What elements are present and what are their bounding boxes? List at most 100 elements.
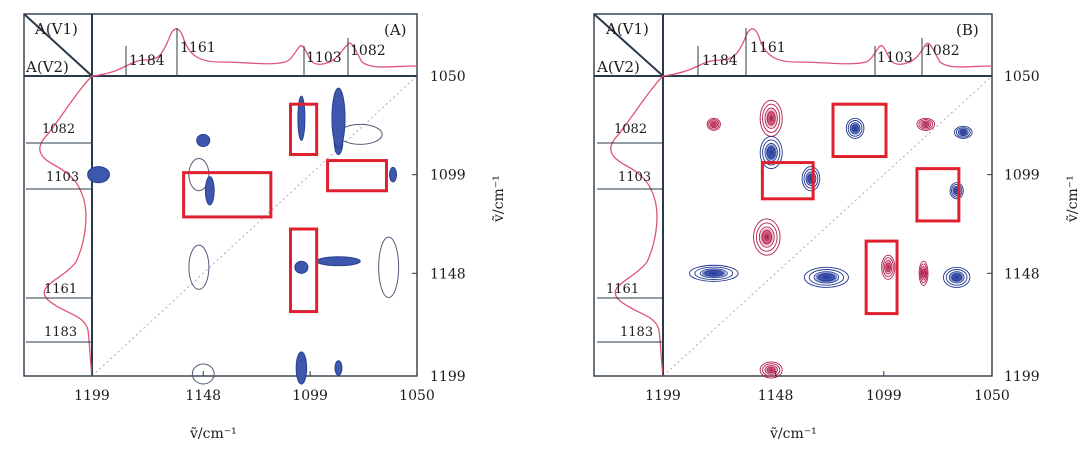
contour-line bbox=[942, 266, 971, 288]
contour-filled bbox=[331, 87, 346, 149]
highlight-box bbox=[831, 102, 888, 159]
contour-line bbox=[188, 244, 210, 290]
left-peak-1082-b: 1082 bbox=[614, 122, 647, 137]
y-tick-label: 1199 bbox=[1004, 369, 1040, 385]
panel-a-ticks: 1199 1148 1099 1050 1050 1099 1148 1199 bbox=[74, 69, 465, 404]
highlight-box bbox=[326, 159, 388, 193]
top-peak-1161-b: 1161 bbox=[750, 40, 786, 56]
cross-peak-positive bbox=[918, 260, 929, 286]
panel-b-frame bbox=[593, 13, 993, 377]
contour-line bbox=[951, 184, 963, 198]
panel-b-corner-top: A(V1) bbox=[605, 20, 649, 38]
diagonal-line bbox=[662, 75, 993, 377]
contour-line bbox=[885, 262, 892, 273]
top-peak-1103-a: 1103 bbox=[306, 50, 342, 66]
cross-peak-positive bbox=[759, 361, 783, 379]
cross-peak-positive bbox=[188, 244, 210, 290]
contour-line bbox=[710, 121, 717, 127]
y-tick-label: 1050 bbox=[1004, 69, 1040, 85]
contour-line bbox=[758, 226, 775, 248]
panel-a-plot bbox=[87, 75, 418, 385]
contour-line bbox=[884, 260, 893, 275]
contour-line bbox=[951, 273, 962, 282]
panel-b-highlight-boxes bbox=[760, 102, 961, 316]
contour-line bbox=[916, 117, 936, 131]
cross-peak-negative bbox=[689, 264, 739, 282]
contour-filled bbox=[87, 166, 110, 184]
contour-line bbox=[753, 218, 781, 256]
cross-peak-positive bbox=[706, 117, 721, 131]
contour-filled bbox=[334, 360, 343, 376]
x-tick-label: 1199 bbox=[645, 388, 681, 404]
left-peak-1161-a: 1161 bbox=[44, 282, 77, 297]
y-tick-label: 1199 bbox=[430, 369, 466, 385]
cross-peak-negative bbox=[316, 256, 361, 267]
y-tick-label: 1099 bbox=[430, 168, 466, 184]
contour-filled bbox=[204, 176, 215, 206]
highlight-box bbox=[288, 102, 319, 157]
y-tick-label: 1148 bbox=[430, 266, 466, 282]
highlight-box bbox=[288, 227, 319, 314]
x-tick-label: 1199 bbox=[74, 388, 110, 404]
contour-line bbox=[708, 119, 720, 130]
top-peak-1184-b: 1184 bbox=[702, 53, 738, 69]
contour-line bbox=[762, 103, 781, 133]
contour-line bbox=[918, 119, 934, 130]
cross-peak-negative bbox=[759, 135, 783, 170]
y-tick-label: 1148 bbox=[1004, 266, 1040, 282]
contour-line bbox=[709, 120, 718, 129]
panel-b-corner-bottom: A(V2) bbox=[596, 58, 640, 76]
contour-line bbox=[766, 366, 776, 374]
panel-b: A(V1) A(V2) (B) 1184 1161 1103 1082 1082… bbox=[593, 13, 1081, 442]
cross-peak-negative bbox=[294, 260, 309, 274]
panel-a-ylabel: ṽ/cm⁻¹ bbox=[491, 175, 507, 223]
contour-line bbox=[849, 122, 861, 135]
cross-peak-negative bbox=[389, 166, 397, 183]
contour-line bbox=[922, 121, 930, 127]
panel-a-left-spectrum bbox=[39, 75, 93, 377]
panel-b-plot bbox=[662, 75, 993, 379]
highlight-box bbox=[915, 167, 961, 223]
cross-peak-negative bbox=[297, 95, 306, 141]
contour-line bbox=[851, 124, 859, 133]
panel-a-xlabel: ṽ/cm⁻¹ bbox=[189, 426, 237, 442]
cross-peak-positive bbox=[759, 99, 783, 137]
panel-b-corner-diag bbox=[593, 13, 664, 77]
contour-filled bbox=[295, 351, 308, 385]
contour-line bbox=[803, 266, 849, 288]
top-peak-1082-b: 1082 bbox=[924, 43, 960, 59]
contour-filled bbox=[196, 133, 211, 147]
cross-peak-negative bbox=[334, 360, 343, 376]
cross-peak-positive bbox=[881, 254, 896, 280]
cross-peak-negative bbox=[295, 351, 308, 385]
panel-b-left-spectrum bbox=[610, 75, 664, 377]
contour-line bbox=[191, 363, 215, 385]
cross-peak-negative bbox=[949, 182, 964, 200]
contour-line bbox=[755, 222, 778, 252]
contour-line bbox=[949, 182, 964, 200]
contour-line bbox=[706, 117, 721, 131]
top-peak-1184-a: 1184 bbox=[129, 53, 165, 69]
cross-peak-negative bbox=[845, 117, 865, 139]
left-peak-1082-a: 1082 bbox=[42, 122, 75, 137]
cross-peak-positive bbox=[378, 236, 400, 298]
contour-line bbox=[803, 168, 819, 189]
contour-line bbox=[762, 363, 781, 377]
x-tick-label: 1148 bbox=[758, 388, 794, 404]
contour-line bbox=[759, 361, 783, 379]
contour-line bbox=[847, 120, 863, 137]
contour-line bbox=[954, 125, 973, 139]
panel-b-top-spectrum bbox=[662, 28, 993, 77]
panel-a-label: (A) bbox=[384, 21, 407, 39]
contour-line bbox=[882, 257, 894, 278]
panel-a-corner-top: A(V1) bbox=[34, 20, 78, 38]
left-peak-1103-a: 1103 bbox=[46, 170, 79, 185]
contour-line bbox=[766, 111, 776, 126]
cross-peak-negative bbox=[331, 87, 346, 149]
top-peak-1082-a: 1082 bbox=[350, 43, 386, 59]
contour-line bbox=[881, 254, 896, 280]
contour-line bbox=[762, 139, 781, 166]
contour-line bbox=[188, 158, 210, 192]
panel-b-ticks: 1199 1148 1099 1050 1050 1099 1148 1199 bbox=[645, 69, 1039, 404]
